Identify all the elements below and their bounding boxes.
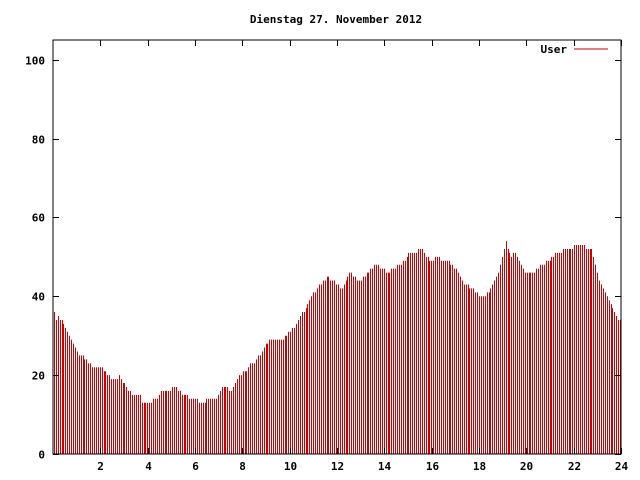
x-axis: 2 4 6 8 10 12 14 16 18 20 22 24 xyxy=(97,40,628,473)
x-tick-label: 8 xyxy=(239,460,246,473)
y-axis: 0 20 40 60 80 100 xyxy=(25,55,621,462)
x-tick-label: 18 xyxy=(473,460,486,473)
bars-group xyxy=(54,241,621,454)
y-tick-label: 60 xyxy=(32,212,45,225)
x-tick-label: 22 xyxy=(568,460,581,473)
x-tick-label: 14 xyxy=(378,460,392,473)
x-tick-label: 16 xyxy=(426,460,440,473)
x-tick-label: 6 xyxy=(192,460,199,473)
x-tick-label: 4 xyxy=(145,460,152,473)
legend-label: User xyxy=(541,43,568,56)
y-tick-label: 100 xyxy=(25,55,45,68)
y-tick-label: 0 xyxy=(38,449,45,462)
x-tick-label: 10 xyxy=(284,460,297,473)
legend: User xyxy=(541,43,608,56)
y-tick-label: 20 xyxy=(32,370,45,383)
chart-title: Dienstag 27. November 2012 xyxy=(250,13,422,26)
y-tick-label: 80 xyxy=(32,134,45,147)
x-tick-label: 2 xyxy=(97,460,104,473)
x-tick-label: 12 xyxy=(331,460,344,473)
y-tick-label: 40 xyxy=(32,291,45,304)
x-tick-label: 24 xyxy=(615,460,629,473)
x-tick-label: 20 xyxy=(520,460,533,473)
